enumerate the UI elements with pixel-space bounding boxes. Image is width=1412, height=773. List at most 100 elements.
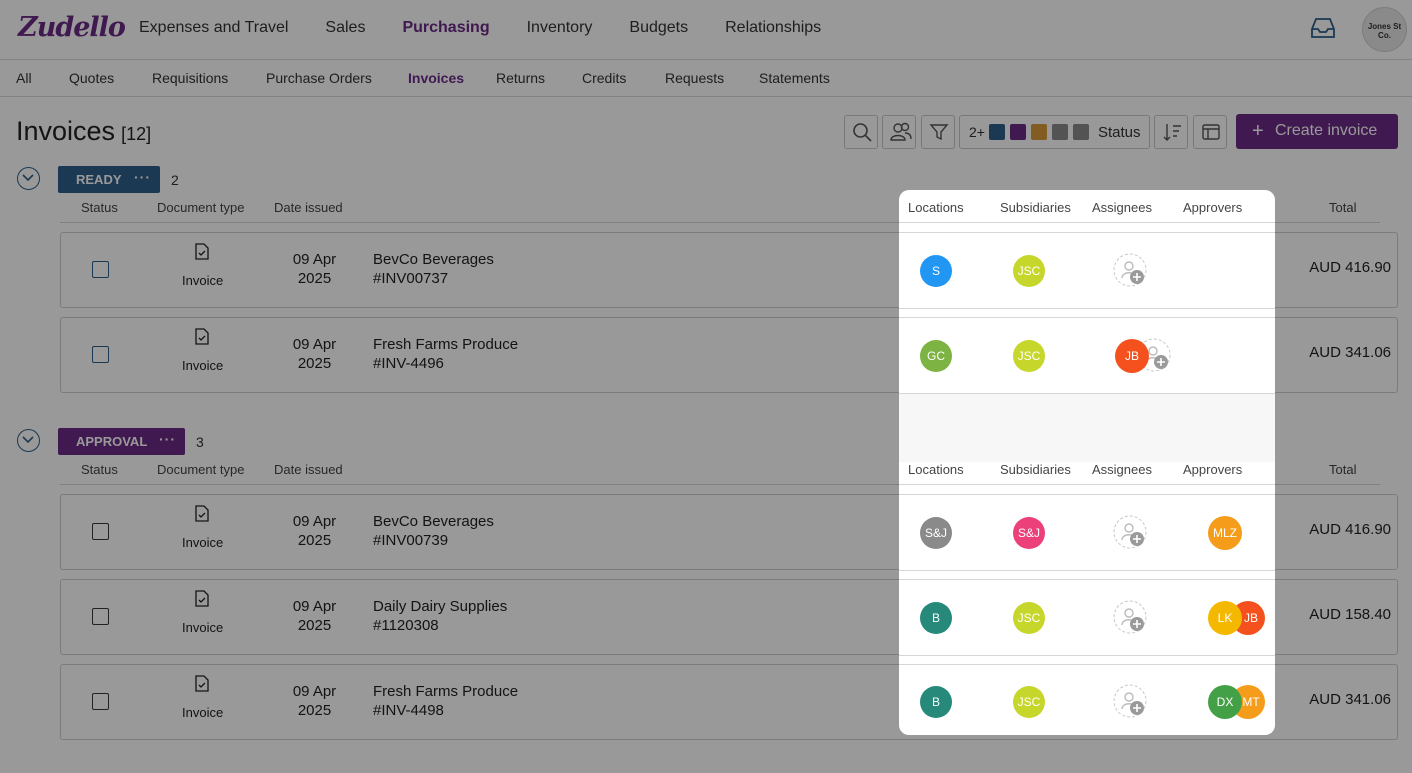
create-invoice-label: Create invoice xyxy=(1275,122,1378,139)
nav-relationships[interactable]: Relationships xyxy=(725,19,822,36)
sort-button[interactable] xyxy=(1154,115,1188,149)
location-avatar[interactable]: B xyxy=(920,602,952,634)
row-total: AUD 416.90 xyxy=(1309,259,1391,276)
add-assignee-icon[interactable] xyxy=(1113,515,1147,549)
subsidiary-avatar[interactable]: JSC xyxy=(1013,602,1045,634)
nav-expenses-travel[interactable]: Expenses and Travel xyxy=(139,19,289,36)
subsidiary-avatar[interactable]: S&J xyxy=(1013,517,1045,549)
row-checkbox[interactable] xyxy=(92,346,109,363)
document-type: Invoice xyxy=(182,535,224,550)
location-avatar[interactable]: GC xyxy=(920,340,952,372)
subsidiary-avatar[interactable]: JSC xyxy=(1013,686,1045,718)
vendor-name: Daily Dairy Supplies xyxy=(373,598,508,615)
page-title-text: Invoices xyxy=(16,116,116,146)
tab-invoices[interactable]: Invoices xyxy=(408,70,465,86)
tab-purchase-orders[interactable]: Purchase Orders xyxy=(266,70,372,86)
column-total[interactable]: Total xyxy=(1329,200,1357,215)
invoice-number: #INV-4496 xyxy=(373,355,444,372)
status-filter-button[interactable]: 2+ Status xyxy=(959,115,1150,149)
page-title: Invoices [12] xyxy=(16,116,151,147)
column-locations[interactable]: Locations xyxy=(908,200,964,215)
vendor-cell: Daily Dairy Supplies #1120308 xyxy=(373,597,507,635)
column-document-type[interactable]: Document type xyxy=(157,462,245,477)
column-approvers[interactable]: Approvers xyxy=(1183,462,1243,477)
document-icon xyxy=(195,505,209,522)
layout-icon xyxy=(1202,124,1220,140)
approver-avatar[interactable]: LK xyxy=(1208,601,1242,635)
location-avatar[interactable]: B xyxy=(920,686,952,718)
location-avatar[interactable]: S&J xyxy=(920,517,952,549)
nav-sales[interactable]: Sales xyxy=(325,19,366,36)
approver-avatar[interactable]: DX xyxy=(1208,685,1242,719)
column-status[interactable]: Status xyxy=(81,462,118,477)
layout-button[interactable] xyxy=(1193,115,1227,149)
assignee-avatar[interactable]: JB xyxy=(1115,339,1149,373)
users-icon xyxy=(890,122,912,141)
vendor-cell: Fresh Farms Produce #INV-4498 xyxy=(373,682,518,720)
column-subsidiaries[interactable]: Subsidiaries xyxy=(1000,462,1071,477)
add-assignee-icon[interactable] xyxy=(1113,600,1147,634)
column-date-issued[interactable]: Date issued xyxy=(274,200,343,215)
column-locations[interactable]: Locations xyxy=(908,462,964,477)
divider xyxy=(899,579,1275,580)
row-total: AUD 416.90 xyxy=(1309,521,1391,538)
tab-requisitions[interactable]: Requisitions xyxy=(152,70,229,86)
group-name: APPROVAL xyxy=(76,434,148,449)
tab-requests[interactable]: Requests xyxy=(665,70,725,86)
row-checkbox[interactable] xyxy=(92,523,109,540)
subsidiary-avatar[interactable]: JSC xyxy=(1013,340,1045,372)
search-button[interactable] xyxy=(844,115,878,149)
column-assignees[interactable]: Assignees xyxy=(1092,200,1152,215)
zudello-logo[interactable]: Zudello xyxy=(18,12,126,43)
tab-statements[interactable]: Statements xyxy=(759,70,830,86)
create-invoice-button[interactable]: + Create invoice xyxy=(1236,114,1398,149)
status-swatch xyxy=(989,124,1005,140)
date-issued: 09 Apr 2025 xyxy=(292,251,337,287)
subsidiary-avatar[interactable]: JSC xyxy=(1013,255,1045,287)
sub-navigation: All Quotes Requisitions Purchase Orders … xyxy=(0,61,1412,97)
tab-credits[interactable]: Credits xyxy=(582,70,627,86)
column-total[interactable]: Total xyxy=(1329,462,1357,477)
group-name: READY xyxy=(76,172,122,187)
vendor-name: BevCo Beverages xyxy=(373,513,494,530)
divider xyxy=(899,655,1275,656)
nav-inventory[interactable]: Inventory xyxy=(526,19,593,36)
more-icon[interactable]: ··· xyxy=(134,169,151,185)
nav-budgets[interactable]: Budgets xyxy=(629,19,689,36)
people-filter-button[interactable] xyxy=(882,115,916,149)
plus-icon: + xyxy=(1252,120,1264,142)
tab-quotes[interactable]: Quotes xyxy=(69,70,115,86)
divider xyxy=(899,494,1275,495)
row-checkbox[interactable] xyxy=(92,261,109,278)
sort-icon xyxy=(1163,124,1181,141)
group-badge-ready[interactable]: READY ··· xyxy=(58,166,160,193)
divider xyxy=(899,222,1275,223)
row-checkbox[interactable] xyxy=(92,693,109,710)
more-icon[interactable]: ··· xyxy=(159,431,176,447)
divider xyxy=(899,317,1275,318)
collapse-ready-button[interactable] xyxy=(17,167,40,190)
collapse-approval-button[interactable] xyxy=(17,429,40,452)
filter-button[interactable] xyxy=(921,115,955,149)
column-document-type[interactable]: Document type xyxy=(157,200,245,215)
column-approvers[interactable]: Approvers xyxy=(1183,200,1243,215)
add-assignee-icon[interactable] xyxy=(1113,684,1147,718)
nav-purchasing[interactable]: Purchasing xyxy=(402,19,490,36)
group-gap xyxy=(899,394,1275,462)
column-date-issued[interactable]: Date issued xyxy=(274,462,343,477)
approver-avatar[interactable]: MLZ xyxy=(1208,516,1242,550)
company-avatar[interactable]: Jones St Co. xyxy=(1362,7,1407,52)
column-assignees[interactable]: Assignees xyxy=(1092,462,1152,477)
group-badge-approval[interactable]: APPROVAL ··· xyxy=(58,428,185,455)
column-status[interactable]: Status xyxy=(81,200,118,215)
divider xyxy=(899,484,1275,485)
add-assignee-icon[interactable] xyxy=(1113,253,1147,287)
location-avatar[interactable]: S xyxy=(920,255,952,287)
inbox-icon[interactable] xyxy=(1310,16,1336,40)
divider xyxy=(899,393,1275,394)
column-subsidiaries[interactable]: Subsidiaries xyxy=(1000,200,1071,215)
row-total: AUD 341.06 xyxy=(1309,691,1391,708)
tab-all[interactable]: All xyxy=(16,70,32,86)
tab-returns[interactable]: Returns xyxy=(496,70,546,86)
row-checkbox[interactable] xyxy=(92,608,109,625)
